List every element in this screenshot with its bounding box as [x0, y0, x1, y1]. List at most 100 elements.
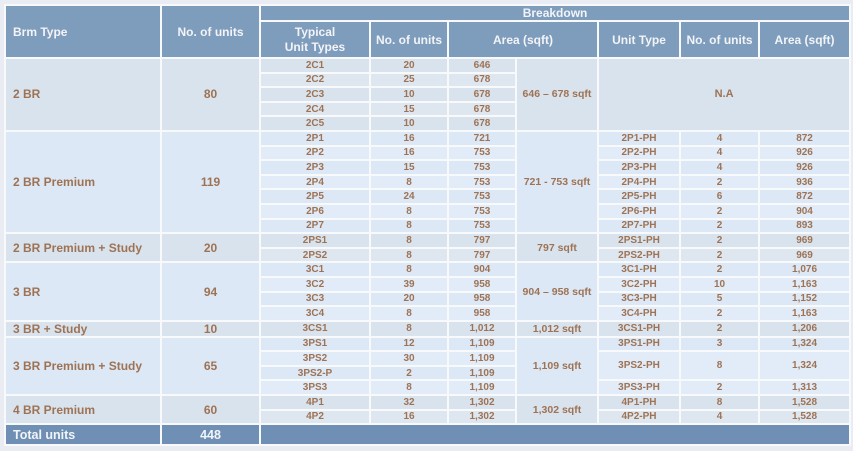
ph-area-cell: 969: [757, 232, 852, 249]
unit-type-cell: 2C3: [259, 86, 371, 103]
group-units-cell: 94: [160, 261, 261, 322]
unit-area-cell: 753: [447, 144, 517, 162]
ph-area-cell: 893: [757, 217, 852, 235]
unit-count-cell: 20: [369, 290, 449, 308]
unit-area-cell: 797: [447, 232, 517, 249]
group-name-cell: 2 BR Premium + Study: [4, 232, 162, 264]
unit-type-cell: 4P1: [259, 394, 371, 411]
ph-area-cell: 1,313: [757, 379, 852, 397]
unit-count-cell: 8: [369, 232, 449, 249]
ph-area-cell: 1,076: [757, 261, 852, 278]
ph-type-cell: 2P3-PH: [597, 159, 681, 176]
ph-count-cell: 2: [679, 173, 760, 191]
group-units-cell: 119: [160, 129, 261, 235]
unit-count-cell: 39: [369, 275, 449, 293]
ph-type-cell: 3PS2-PH: [597, 350, 681, 382]
unit-type-cell: 3C3: [259, 290, 371, 308]
group-name-cell: 3 BR Premium + Study: [4, 335, 162, 397]
ph-area-cell: 872: [757, 188, 852, 205]
total-value-cell: 448: [160, 423, 261, 447]
unit-type-cell: 2C2: [259, 71, 371, 89]
header-ph-area: Area (sqft): [757, 20, 852, 59]
group-units-cell: 60: [160, 394, 261, 426]
ph-type-cell: 2P6-PH: [597, 202, 681, 220]
group-name-cell: 4 BR Premium: [4, 394, 162, 426]
unit-count-cell: 8: [369, 379, 449, 397]
unit-count-cell: 16: [369, 129, 449, 147]
ph-type-cell: 3PS3-PH: [597, 379, 681, 397]
area-range-cell: 646 – 678 sqft: [515, 57, 599, 132]
ph-type-cell: 2PS2-PH: [597, 246, 681, 264]
unit-area-cell: 753: [447, 217, 517, 235]
ph-type-cell: 4P1-PH: [597, 394, 681, 411]
unit-area-cell: 958: [447, 290, 517, 308]
unit-area-cell: 753: [447, 202, 517, 220]
ph-area-cell: 969: [757, 246, 852, 264]
group-units-cell: 65: [160, 335, 261, 397]
unit-count-cell: 10: [369, 115, 449, 132]
header-typical-unit-types: Typical Unit Types: [259, 20, 371, 59]
unit-area-cell: 678: [447, 100, 517, 118]
unit-type-cell: 3PS2: [259, 350, 371, 367]
ph-type-cell: 2P7-PH: [597, 217, 681, 235]
unit-count-cell: 8: [369, 217, 449, 235]
unit-breakdown-table: Brm Type No. of units Breakdown Typical …: [4, 4, 852, 447]
ph-area-cell: 936: [757, 173, 852, 191]
unit-type-cell: 2P5: [259, 188, 371, 205]
area-range-cell: 904 – 958 sqft: [515, 261, 599, 322]
ph-type-cell: 4P2-PH: [597, 408, 681, 426]
ph-type-cell: 3CS1-PH: [597, 319, 681, 338]
unit-type-cell: 2P1: [259, 129, 371, 147]
group-units-cell: 20: [160, 232, 261, 264]
total-label-cell: Total units: [4, 423, 162, 447]
unit-count-cell: 20: [369, 57, 449, 74]
ph-count-cell: 10: [679, 275, 760, 293]
group-units-cell: 10: [160, 319, 261, 338]
ph-type-cell: 3C1-PH: [597, 261, 681, 278]
unit-type-cell: 2C5: [259, 115, 371, 132]
unit-count-cell: 15: [369, 159, 449, 176]
unit-area-cell: 797: [447, 246, 517, 264]
unit-area-cell: 721: [447, 129, 517, 147]
ph-area-cell: 872: [757, 129, 852, 147]
ph-area-cell: 1,152: [757, 290, 852, 308]
unit-type-cell: 3PS3: [259, 379, 371, 397]
ph-area-cell: 1,324: [757, 350, 852, 382]
unit-count-cell: 25: [369, 71, 449, 89]
unit-count-cell: 8: [369, 319, 449, 338]
unit-count-cell: 10: [369, 86, 449, 103]
ph-area-cell: 1,528: [757, 394, 852, 411]
header-typical-area: Area (sqft): [447, 20, 599, 59]
ph-count-cell: 4: [679, 144, 760, 162]
unit-area-cell: 1,109: [447, 335, 517, 353]
unit-area-cell: 1,109: [447, 379, 517, 397]
unit-area-cell: 1,109: [447, 350, 517, 367]
unit-area-cell: 958: [447, 305, 517, 322]
unit-area-cell: 1,302: [447, 394, 517, 411]
header-ph-no-of-units: No. of units: [679, 20, 760, 59]
ph-count-cell: 8: [679, 394, 760, 411]
area-range-cell: 721 - 753 sqft: [515, 129, 599, 235]
ph-count-cell: 2: [679, 202, 760, 220]
unit-area-cell: 958: [447, 275, 517, 293]
ph-area-cell: 1,324: [757, 335, 852, 353]
ph-area-cell: 1,206: [757, 319, 852, 338]
unit-count-cell: 16: [369, 408, 449, 426]
ph-count-cell: 2: [679, 305, 760, 322]
unit-type-cell: 2P2: [259, 144, 371, 162]
ph-area-cell: 1,528: [757, 408, 852, 426]
header-typical-no-of-units: No. of units: [369, 20, 449, 59]
ph-area-cell: 904: [757, 202, 852, 220]
unit-type-cell: 2P4: [259, 173, 371, 191]
unit-type-cell: 3C1: [259, 261, 371, 278]
ph-count-cell: 2: [679, 217, 760, 235]
unit-type-cell: 2P6: [259, 202, 371, 220]
ph-count-cell: 2: [679, 261, 760, 278]
area-range-cell: 1,109 sqft: [515, 335, 599, 397]
unit-count-cell: 12: [369, 335, 449, 353]
ph-type-cell: 3C2-PH: [597, 275, 681, 293]
header-breakdown: Breakdown: [258, 4, 852, 22]
unit-area-cell: 1,302: [447, 408, 517, 426]
ph-area-cell: 926: [757, 159, 852, 176]
ph-area-cell: 1,163: [757, 275, 852, 293]
